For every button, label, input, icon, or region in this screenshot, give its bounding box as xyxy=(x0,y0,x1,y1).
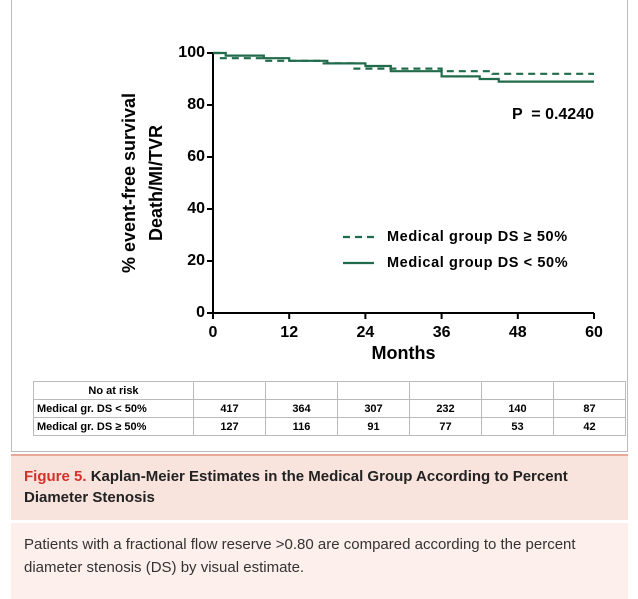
y-axis-label: Death/MI/TVR xyxy=(146,125,166,241)
risk-title: No at risk xyxy=(33,381,194,400)
y-tick-label: 40 xyxy=(187,200,205,217)
y-tick-label: 100 xyxy=(178,44,205,61)
survival-curve xyxy=(213,51,594,83)
risk-row: Medical gr. DS < 50% 417 364 307 232 140 87 xyxy=(33,399,626,418)
risk-count: 232 xyxy=(409,399,482,418)
chart: 0 20 40 60 80 100 0 12 24 36 48 60 Months % event-fre… xyxy=(119,44,603,363)
x-tick-label: 0 xyxy=(209,324,218,341)
risk-count: 42 xyxy=(553,417,626,436)
risk-count: 77 xyxy=(409,417,482,436)
risk-table: No at risk Medical gr. DS < 50% 417 364 307 2… xyxy=(33,381,626,436)
risk-empty-cell xyxy=(265,381,338,400)
annotation: P = 0.4240 xyxy=(512,106,594,123)
risk-row-label: Medical gr. DS ≥ 50% xyxy=(33,417,194,436)
risk-count: 417 xyxy=(193,399,266,418)
risk-row-label: Medical gr. DS < 50% xyxy=(33,399,194,418)
x-tick-label: 24 xyxy=(357,324,375,341)
risk-count: 140 xyxy=(481,399,554,418)
risk-empty-cell xyxy=(481,381,554,400)
caption-text: Patients with a fractional flow reserve … xyxy=(11,523,628,599)
risk-count: 116 xyxy=(265,417,338,436)
x-tick-label: 48 xyxy=(509,324,527,341)
risk-empty-cell xyxy=(553,381,626,400)
figure-frame xyxy=(11,0,628,452)
legend-label: Medical group DS < 50% xyxy=(387,255,568,271)
y-tick-label: 0 xyxy=(196,304,205,321)
caption-heading: Kaplan-Meier Estimates in the Medical Gr… xyxy=(24,468,568,506)
risk-empty-cell xyxy=(409,381,482,400)
risk-count: 53 xyxy=(481,417,554,436)
x-tick-label: 36 xyxy=(433,324,451,341)
risk-count: 91 xyxy=(337,417,410,436)
y-tick-label: 20 xyxy=(187,252,205,269)
risk-count: 364 xyxy=(265,399,338,418)
legend-label: Medical group DS ≥ 50% xyxy=(387,229,568,245)
risk-empty-cell xyxy=(193,381,266,400)
caption-label: Figure 5. xyxy=(24,468,87,485)
y-tick-label: 80 xyxy=(187,96,205,113)
risk-header-row: No at risk xyxy=(33,381,626,400)
risk-row: Medical gr. DS ≥ 50% 127 116 91 77 53 42 xyxy=(33,417,626,436)
y-axis-label: % event-free survival xyxy=(119,93,139,273)
x-axis-label: Months xyxy=(372,343,436,363)
y-tick-label: 60 xyxy=(187,148,205,165)
x-tick-label: 60 xyxy=(585,324,603,341)
caption-title: Figure 5. Kaplan-Meier Estimates in the … xyxy=(11,454,628,520)
risk-count: 87 xyxy=(553,399,626,418)
risk-count: 307 xyxy=(337,399,410,418)
risk-count: 127 xyxy=(193,417,266,436)
risk-empty-cell xyxy=(337,381,410,400)
x-tick-label: 12 xyxy=(280,324,298,341)
